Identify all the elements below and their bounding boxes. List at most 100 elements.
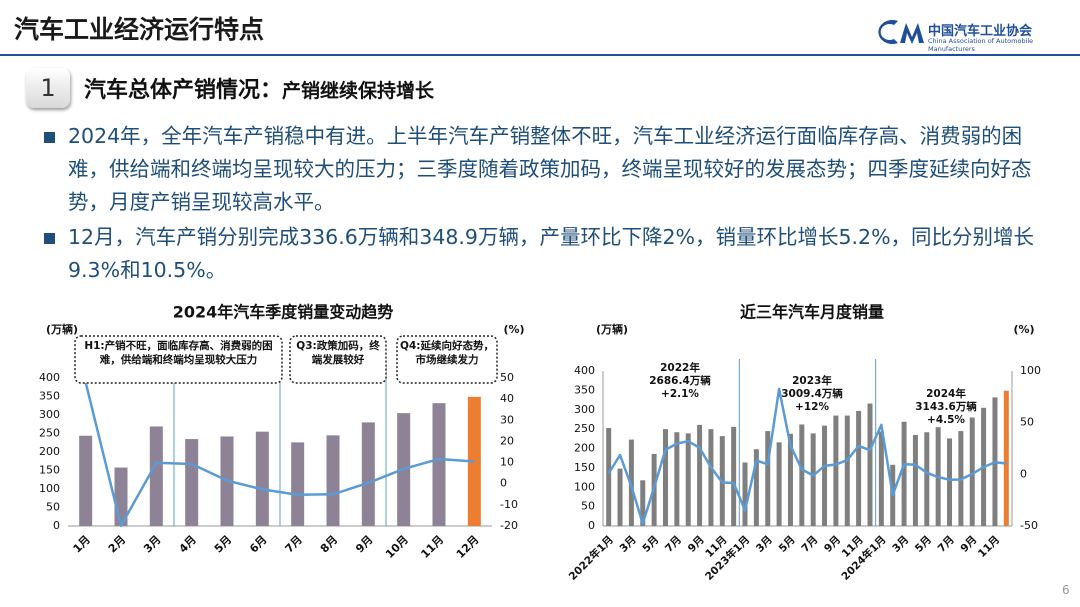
bar bbox=[361, 422, 375, 526]
bar bbox=[924, 432, 930, 526]
section-heading: 汽车总体产销情况：产销继续保持增长 bbox=[84, 72, 434, 104]
y2-tick-label: -10 bbox=[500, 498, 518, 511]
y-tick-label: 150 bbox=[574, 461, 595, 474]
page-number: 6 bbox=[1062, 583, 1070, 597]
section-number: 1 bbox=[26, 68, 70, 108]
x-tick-label: 3月 bbox=[618, 534, 639, 555]
annotation-text: 3009.4万辆 bbox=[781, 387, 843, 400]
y-tick-label: 250 bbox=[574, 422, 595, 435]
bar bbox=[662, 429, 668, 526]
bar bbox=[149, 426, 163, 526]
annotation-text: +12% bbox=[795, 401, 829, 413]
y-tick-label: 400 bbox=[574, 364, 595, 377]
bullet: 2024年，全年汽车产销稳中有进。上半年汽车产销整体不旺，汽车工业经济运行面临库… bbox=[38, 120, 1058, 219]
bar bbox=[697, 424, 703, 526]
y2-tick-label: 40 bbox=[500, 392, 514, 405]
x-tick-label: 7月 bbox=[283, 533, 305, 555]
y-tick-label: 300 bbox=[39, 408, 60, 421]
y-tick-label: 0 bbox=[53, 519, 60, 532]
bar bbox=[844, 415, 850, 526]
y-tick-label: 350 bbox=[574, 383, 595, 396]
x-tick-label: 3月 bbox=[890, 534, 911, 555]
x-tick-label: 3月 bbox=[754, 534, 775, 555]
x-tick-label: 12月 bbox=[454, 533, 482, 561]
y2-tick-label: 0 bbox=[500, 477, 507, 490]
x-tick-label: 3月 bbox=[141, 533, 163, 555]
bar bbox=[799, 424, 805, 526]
bar bbox=[731, 426, 737, 526]
y-tick-label: 50 bbox=[581, 500, 595, 513]
x-tick-label: 6月 bbox=[247, 533, 269, 555]
section-title: 汽车总体产销情况： bbox=[84, 78, 283, 103]
annotation-box bbox=[396, 335, 498, 384]
bar bbox=[1003, 390, 1009, 526]
annotation: Q4:延续向好态势，市场继续发力 bbox=[400, 340, 494, 366]
bar bbox=[878, 431, 884, 526]
bar bbox=[432, 403, 446, 526]
y-tick-label: 0 bbox=[588, 519, 595, 532]
y-tick-label: 400 bbox=[39, 371, 60, 384]
annotation-text: 3143.6万辆 bbox=[915, 400, 977, 413]
bar bbox=[617, 468, 623, 526]
bar bbox=[856, 410, 862, 526]
bar bbox=[901, 421, 907, 526]
x-tick-label: 5月 bbox=[913, 534, 934, 555]
annotation-text: Q4:延续向好态势，市场继续发力 bbox=[400, 340, 494, 366]
annotation-text: Q3:政策加码，终端发展较好 bbox=[296, 340, 380, 366]
bar bbox=[708, 429, 714, 526]
y-tick-label: 300 bbox=[574, 403, 595, 416]
bar bbox=[867, 403, 873, 526]
x-tick-label: 7月 bbox=[663, 534, 684, 555]
y2-tick-label: 10 bbox=[500, 456, 514, 469]
y2-tick-label: 50 bbox=[1020, 416, 1034, 429]
y2-tick-label: 30 bbox=[500, 413, 514, 426]
logo-text: 中国汽车工业协会 bbox=[928, 24, 1033, 39]
y2-tick-label: -20 bbox=[500, 519, 518, 532]
logo-mark bbox=[878, 20, 924, 45]
header-rule bbox=[0, 54, 1080, 56]
line-series bbox=[84, 382, 475, 528]
bar bbox=[291, 442, 305, 526]
bar bbox=[742, 462, 748, 526]
bar bbox=[787, 433, 793, 526]
y-tick-label: 250 bbox=[39, 427, 60, 440]
annotation-text: 2022年 bbox=[660, 361, 700, 374]
bar bbox=[640, 480, 646, 526]
bar bbox=[833, 415, 839, 526]
x-tick-label: 4月 bbox=[177, 533, 199, 555]
bar bbox=[79, 435, 93, 526]
y-tick-label: 350 bbox=[39, 390, 60, 403]
y2-tick-label: 50 bbox=[500, 371, 514, 384]
annotation-box bbox=[74, 335, 283, 384]
chart-title: 2024年汽车季度销量变动趋势 bbox=[173, 303, 394, 322]
bar bbox=[947, 438, 953, 526]
y2-tick-label: 20 bbox=[500, 434, 514, 447]
bar bbox=[674, 432, 680, 526]
x-tick-label: 11月 bbox=[976, 534, 1002, 560]
x-tick-label: 5月 bbox=[640, 534, 661, 555]
y2-axis-label: (%) bbox=[1013, 323, 1034, 336]
annotation: Q3:政策加码，终端发展较好 bbox=[296, 340, 380, 366]
slide-title: 汽车工业经济运行特点 bbox=[14, 15, 265, 44]
bar bbox=[326, 435, 340, 526]
x-tick-label: 2022年1月 bbox=[566, 533, 616, 583]
y-tick-label: 200 bbox=[39, 445, 60, 458]
line-series bbox=[607, 387, 1007, 525]
bar bbox=[685, 433, 691, 526]
y-axis-label: (万辆) bbox=[596, 322, 628, 336]
x-tick-label: 10月 bbox=[383, 533, 411, 561]
annotation-text: +4.5% bbox=[927, 414, 965, 426]
bar bbox=[822, 425, 828, 526]
y-tick-label: 50 bbox=[46, 501, 60, 514]
y-tick-label: 100 bbox=[574, 480, 595, 493]
x-tick-label: 7月 bbox=[799, 534, 820, 555]
bar bbox=[912, 434, 918, 526]
y2-tick-label: -50 bbox=[1020, 519, 1038, 532]
annotation: H1:产销不旺，面临库存高、消费弱的困难，供给端和终端均呈现较大压力 bbox=[84, 340, 273, 366]
annotation-text: H1:产销不旺，面临库存高、消费弱的困难，供给端和终端均呈现较大压力 bbox=[84, 340, 273, 366]
x-tick-label: 5月 bbox=[777, 534, 798, 555]
y-tick-label: 150 bbox=[39, 464, 60, 477]
logo-subtext: China Association of Automobile Manufact… bbox=[928, 37, 1034, 53]
